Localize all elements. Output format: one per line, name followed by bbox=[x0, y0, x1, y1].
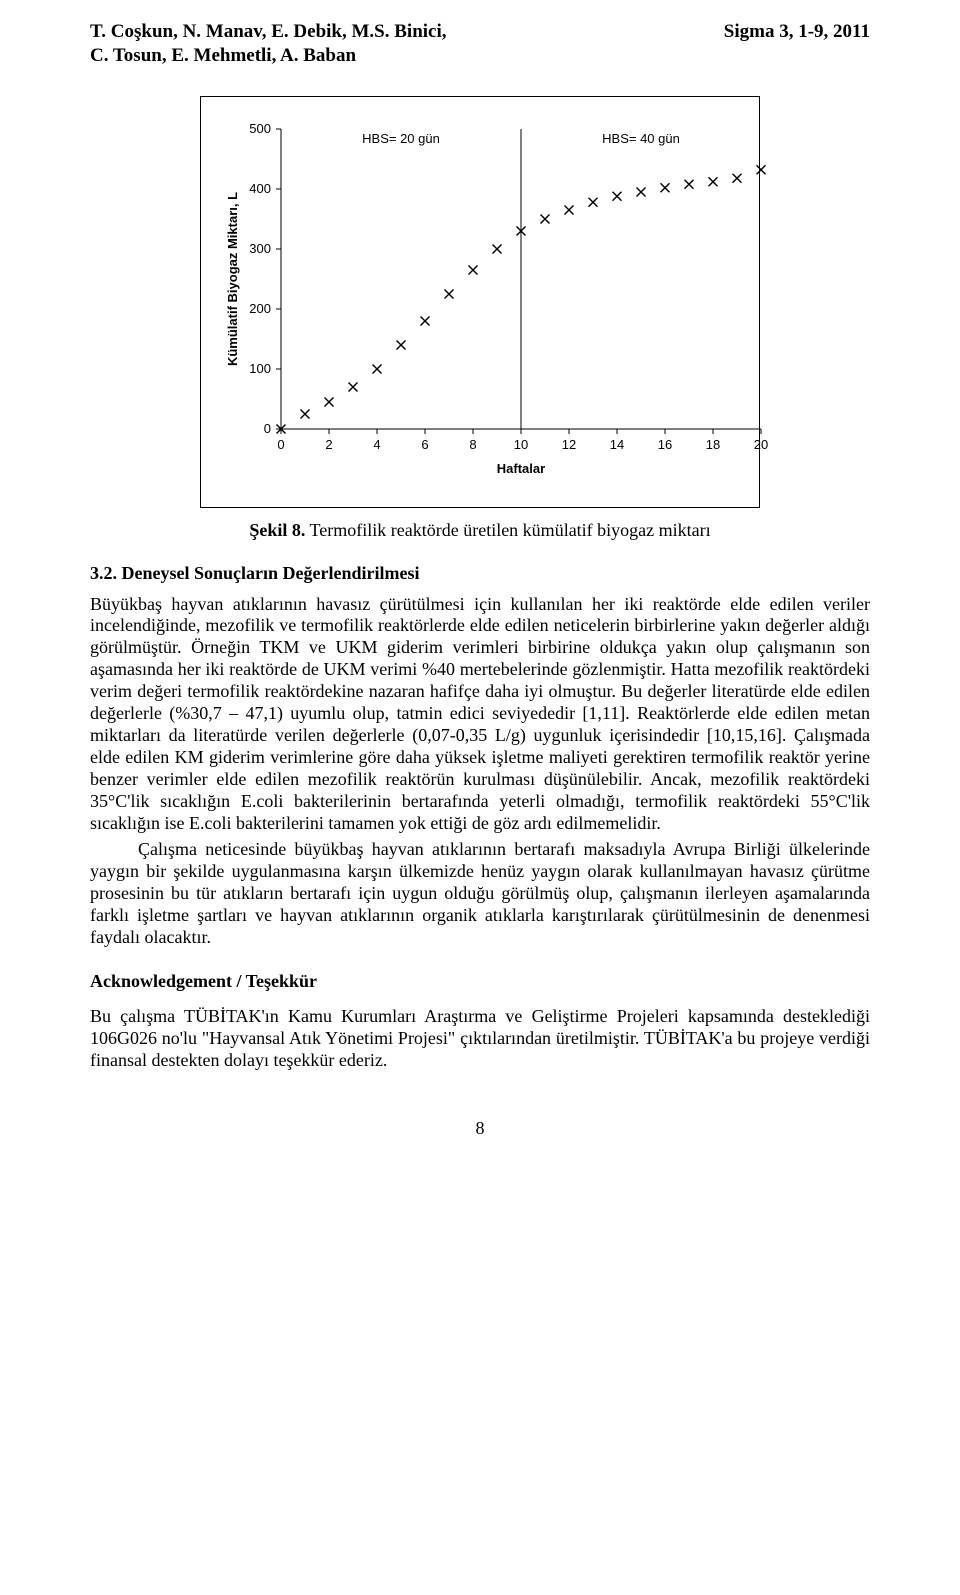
svg-text:2: 2 bbox=[325, 437, 332, 452]
svg-text:300: 300 bbox=[249, 241, 271, 256]
svg-text:14: 14 bbox=[610, 437, 624, 452]
authors-block: T. Coşkun, N. Manav, E. Debik, M.S. Bini… bbox=[90, 20, 447, 68]
body-paragraph-1: Büyükbaş hayvan atıklarının havasız çürü… bbox=[90, 594, 870, 835]
svg-text:16: 16 bbox=[658, 437, 672, 452]
svg-text:4: 4 bbox=[373, 437, 380, 452]
svg-text:10: 10 bbox=[514, 437, 528, 452]
svg-text:Haftalar: Haftalar bbox=[497, 461, 545, 476]
svg-text:Kümülatif Biyogaz Miktarı, L: Kümülatif Biyogaz Miktarı, L bbox=[225, 191, 240, 365]
body-paragraph-2: Çalışma neticesinde büyükbaş hayvan atık… bbox=[90, 839, 870, 949]
page: T. Coşkun, N. Manav, E. Debik, M.S. Bini… bbox=[0, 0, 960, 1179]
running-header: T. Coşkun, N. Manav, E. Debik, M.S. Bini… bbox=[90, 20, 870, 68]
svg-text:0: 0 bbox=[264, 421, 271, 436]
svg-text:0: 0 bbox=[277, 437, 284, 452]
svg-text:HBS= 40 gün: HBS= 40 gün bbox=[602, 131, 680, 146]
authors-line-2: C. Tosun, E. Mehmetli, A. Baban bbox=[90, 44, 447, 68]
journal-ref: Sigma 3, 1-9, 2011 bbox=[724, 20, 870, 68]
svg-text:100: 100 bbox=[249, 361, 271, 376]
acknowledgement-paragraph: Bu çalışma TÜBİTAK'ın Kamu Kurumları Ara… bbox=[90, 1006, 870, 1072]
svg-text:18: 18 bbox=[706, 437, 720, 452]
authors-line-1: T. Coşkun, N. Manav, E. Debik, M.S. Bini… bbox=[90, 20, 447, 44]
page-number: 8 bbox=[90, 1118, 870, 1139]
svg-text:500: 500 bbox=[249, 121, 271, 136]
chart-svg: 024681012141618200100200300400500HBS= 20… bbox=[219, 119, 771, 489]
svg-text:12: 12 bbox=[562, 437, 576, 452]
figure-caption: Şekil 8. Termofilik reaktörde üretilen k… bbox=[90, 520, 870, 541]
caption-text: Termofilik reaktörde üretilen kümülatif … bbox=[305, 520, 710, 540]
acknowledgement-heading: Acknowledgement / Teşekkür bbox=[90, 971, 870, 992]
svg-text:8: 8 bbox=[469, 437, 476, 452]
svg-text:20: 20 bbox=[754, 437, 768, 452]
svg-text:6: 6 bbox=[421, 437, 428, 452]
svg-text:HBS= 20 gün: HBS= 20 gün bbox=[362, 131, 440, 146]
caption-label: Şekil 8. bbox=[249, 520, 305, 540]
section-3-2-heading: 3.2. Deneysel Sonuçların Değerlendirilme… bbox=[90, 563, 870, 584]
svg-text:200: 200 bbox=[249, 301, 271, 316]
svg-text:400: 400 bbox=[249, 181, 271, 196]
figure-8-chart: 024681012141618200100200300400500HBS= 20… bbox=[200, 96, 760, 508]
